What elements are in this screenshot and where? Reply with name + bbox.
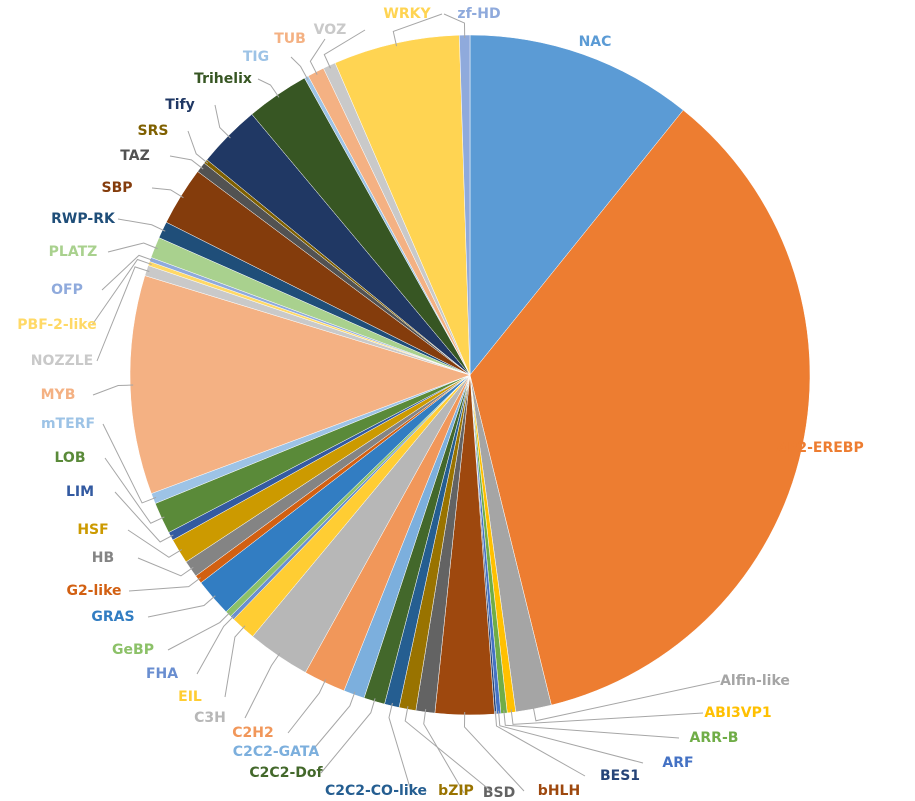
leader-line [463, 711, 525, 792]
leader-line [392, 13, 443, 47]
leader-line [167, 611, 231, 651]
leader-line [107, 242, 158, 253]
slice-label: BES1 [600, 768, 640, 784]
slice-label: Tify [165, 97, 195, 113]
leader-line [187, 130, 209, 164]
leader-line [92, 384, 134, 396]
leader-line [532, 680, 721, 722]
slice-label: TAZ [120, 148, 149, 164]
pie-slice [469, 109, 811, 706]
slice-label: G2-like [66, 583, 121, 599]
leader-line [388, 702, 412, 792]
leader-line [127, 529, 182, 558]
slice-label: PBF-2-like [17, 317, 96, 333]
slice-label: MYB [41, 387, 76, 403]
slice-label: TUB [274, 31, 306, 47]
slice-label: C2H2 [232, 725, 273, 741]
leader-line [169, 155, 204, 170]
slice-label: PLATZ [49, 244, 98, 260]
slice-label: FHA [146, 666, 178, 682]
leader-line [257, 78, 280, 98]
leader-line [96, 266, 150, 362]
leader-line [494, 711, 586, 777]
slice-label: HSF [77, 522, 108, 538]
slice-label: WRKY [383, 6, 431, 22]
leader-line [320, 698, 376, 774]
slice-label: AP2-EREBP [776, 440, 864, 456]
slice-label: VOZ [314, 22, 347, 38]
slice-label: C2C2-GATA [233, 744, 320, 760]
slice-label: ABI3VP1 [704, 705, 771, 721]
leader-line [117, 218, 166, 232]
leader-line [91, 258, 152, 326]
slice-label: SBP [101, 180, 132, 196]
leader-line [287, 679, 327, 734]
slice-label: ARR-B [690, 730, 739, 746]
slice-label: zf-HD [457, 6, 500, 22]
leader-line [147, 595, 216, 618]
leader-line [101, 254, 154, 291]
leader-line [151, 187, 184, 199]
slice-label: LOB [55, 450, 86, 466]
slice-label: OFP [51, 282, 83, 298]
slice-label: LIM [66, 484, 94, 500]
leader-line [244, 652, 281, 719]
leader-line [290, 56, 309, 80]
slice-label: Alfin-like [720, 673, 790, 689]
leader-line [310, 691, 356, 753]
leader-line [196, 615, 235, 675]
slice-label: GeBP [112, 642, 154, 658]
leader-line [309, 38, 326, 75]
leader-line [503, 710, 680, 739]
slice-label: bHLH [538, 783, 580, 799]
slice-label: SRS [138, 123, 169, 139]
leader-line [498, 710, 644, 764]
leader-line [128, 577, 201, 592]
leader-line [104, 457, 165, 524]
leader-line [224, 625, 246, 698]
slice-label: HB [92, 550, 114, 566]
slice-label: EIL [178, 689, 202, 705]
leader-line [114, 491, 174, 543]
leader-line [404, 706, 492, 792]
slice-label: GRAS [91, 609, 134, 625]
slice-label: NOZZLE [31, 353, 93, 369]
slice-label: bZIP [438, 783, 474, 799]
slice-label: C2C2-CO-like [325, 783, 427, 799]
slice-label: TIG [243, 49, 269, 65]
slice-label: C3H [194, 710, 226, 726]
pie-slice [469, 34, 684, 376]
leader-line [214, 104, 231, 139]
leader-line [423, 709, 465, 794]
slice-label: Trihelix [194, 71, 252, 87]
leader-line [102, 423, 157, 504]
slice-label: NAC [579, 34, 612, 50]
leader-line [443, 13, 466, 39]
slice-label: RWP-RK [51, 211, 116, 227]
slice-label: mTERF [41, 416, 95, 432]
leader-line [137, 557, 194, 577]
slice-label: BSD [483, 785, 515, 801]
slice-label: C2C2-Dof [249, 765, 323, 781]
leader-line [510, 709, 704, 725]
leader-line [323, 29, 366, 69]
slice-label: ARF [662, 755, 693, 771]
